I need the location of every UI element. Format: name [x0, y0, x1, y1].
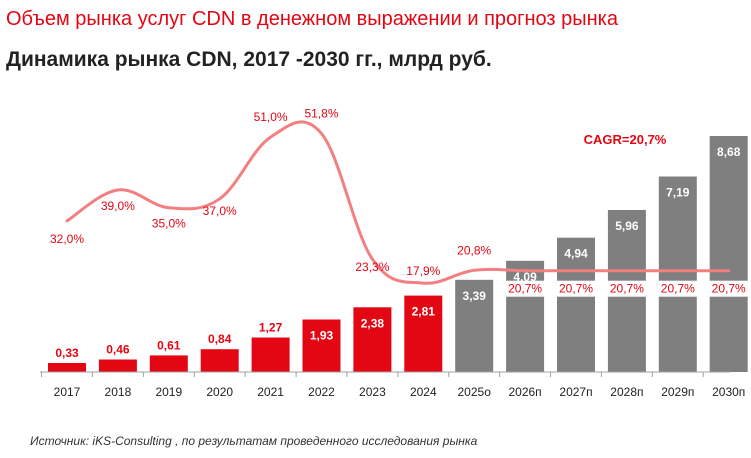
bar-value-label: 2,38	[361, 316, 385, 330]
x-tick-label: 2018	[105, 385, 132, 399]
x-tick-label: 2021	[257, 385, 284, 399]
bar-2022	[302, 319, 341, 372]
bar-2029п	[658, 176, 697, 372]
x-tick-label: 2025о	[458, 385, 492, 399]
growth-label-background	[556, 280, 596, 297]
bar-value-label: 1,93	[310, 329, 334, 343]
growth-rate-label: 51,0%	[254, 110, 288, 124]
bar-value-label: 1,27	[259, 321, 283, 335]
bar-2018	[98, 359, 137, 372]
bar-value-label: 8,68	[717, 145, 741, 159]
growth-label-background	[657, 280, 698, 297]
bar-2017	[48, 363, 86, 372]
x-tick-label: 2023	[359, 385, 386, 399]
x-tick-label: 2019	[155, 385, 182, 399]
growth-rate-label: 32,0%	[50, 232, 84, 246]
bar-2024	[404, 295, 443, 372]
bar-value-label: 2,81	[412, 305, 436, 319]
source-note: Источник: iKS-Consulting , по результата…	[30, 434, 478, 448]
growth-rate-label: 20,7%	[508, 282, 542, 296]
bar-value-label: 3,39	[463, 289, 487, 303]
chart-title: Динамика рынка CDN, 2017 -2030 гг., млрд…	[6, 48, 492, 71]
bar-value-label: 0,46	[106, 343, 130, 357]
bar-value-label: 4,94	[564, 247, 588, 261]
bar-value-label: 5,96	[615, 219, 639, 233]
x-tick-label: 2017	[54, 385, 81, 399]
x-tick-label: 2022	[308, 385, 335, 399]
cagr-annotation: CAGR=20,7%	[584, 132, 667, 147]
growth-rate-label: 20,7%	[712, 282, 746, 296]
growth-rate-label: 17,9%	[406, 264, 440, 278]
x-tick-label: 2026п	[508, 385, 541, 399]
growth-rate-label: 35,0%	[152, 217, 186, 231]
growth-rate-line	[65, 120, 731, 285]
growth-rate-label: 20,7%	[661, 282, 695, 296]
page-title: Объем рынка услуг CDN в денежном выражен…	[6, 8, 618, 30]
bar-2023	[353, 307, 392, 372]
x-tick-label: 2028п	[610, 385, 643, 399]
growth-label-background	[708, 280, 749, 297]
bar-2020	[200, 349, 239, 372]
bar-value-label: 4,09	[513, 270, 537, 284]
x-tick-label: 2030п	[712, 385, 745, 399]
growth-label-background	[606, 280, 647, 297]
growth-rate-label: 20,8%	[457, 243, 491, 257]
growth-rate-label: 23,3%	[355, 260, 389, 274]
growth-rate-label: 20,7%	[610, 282, 644, 296]
growth-rate-label: 51,8%	[304, 107, 338, 121]
bar-value-label: 0,61	[157, 338, 181, 352]
x-tick-label: 2027п	[559, 385, 592, 399]
growth-rate-label: 20,7%	[559, 282, 593, 296]
x-tick-label: 2024	[410, 385, 437, 399]
growth-label-background	[505, 280, 546, 297]
bar-2026п	[506, 260, 545, 372]
bar-2027п	[557, 237, 595, 372]
x-tick-label: 2029п	[661, 385, 694, 399]
bar-2021	[251, 337, 290, 372]
x-tick-label: 2020	[206, 385, 233, 399]
bar-value-label: 0,33	[55, 346, 79, 360]
bar-value-label: 0,84	[208, 332, 232, 346]
growth-rate-label: 37,0%	[203, 204, 237, 218]
bar-value-label: 7,19	[666, 186, 690, 200]
growth-rate-label: 39,0%	[101, 199, 135, 213]
bar-2030п	[709, 136, 748, 372]
bar-2025о	[455, 279, 494, 372]
bar-2019	[149, 355, 188, 372]
